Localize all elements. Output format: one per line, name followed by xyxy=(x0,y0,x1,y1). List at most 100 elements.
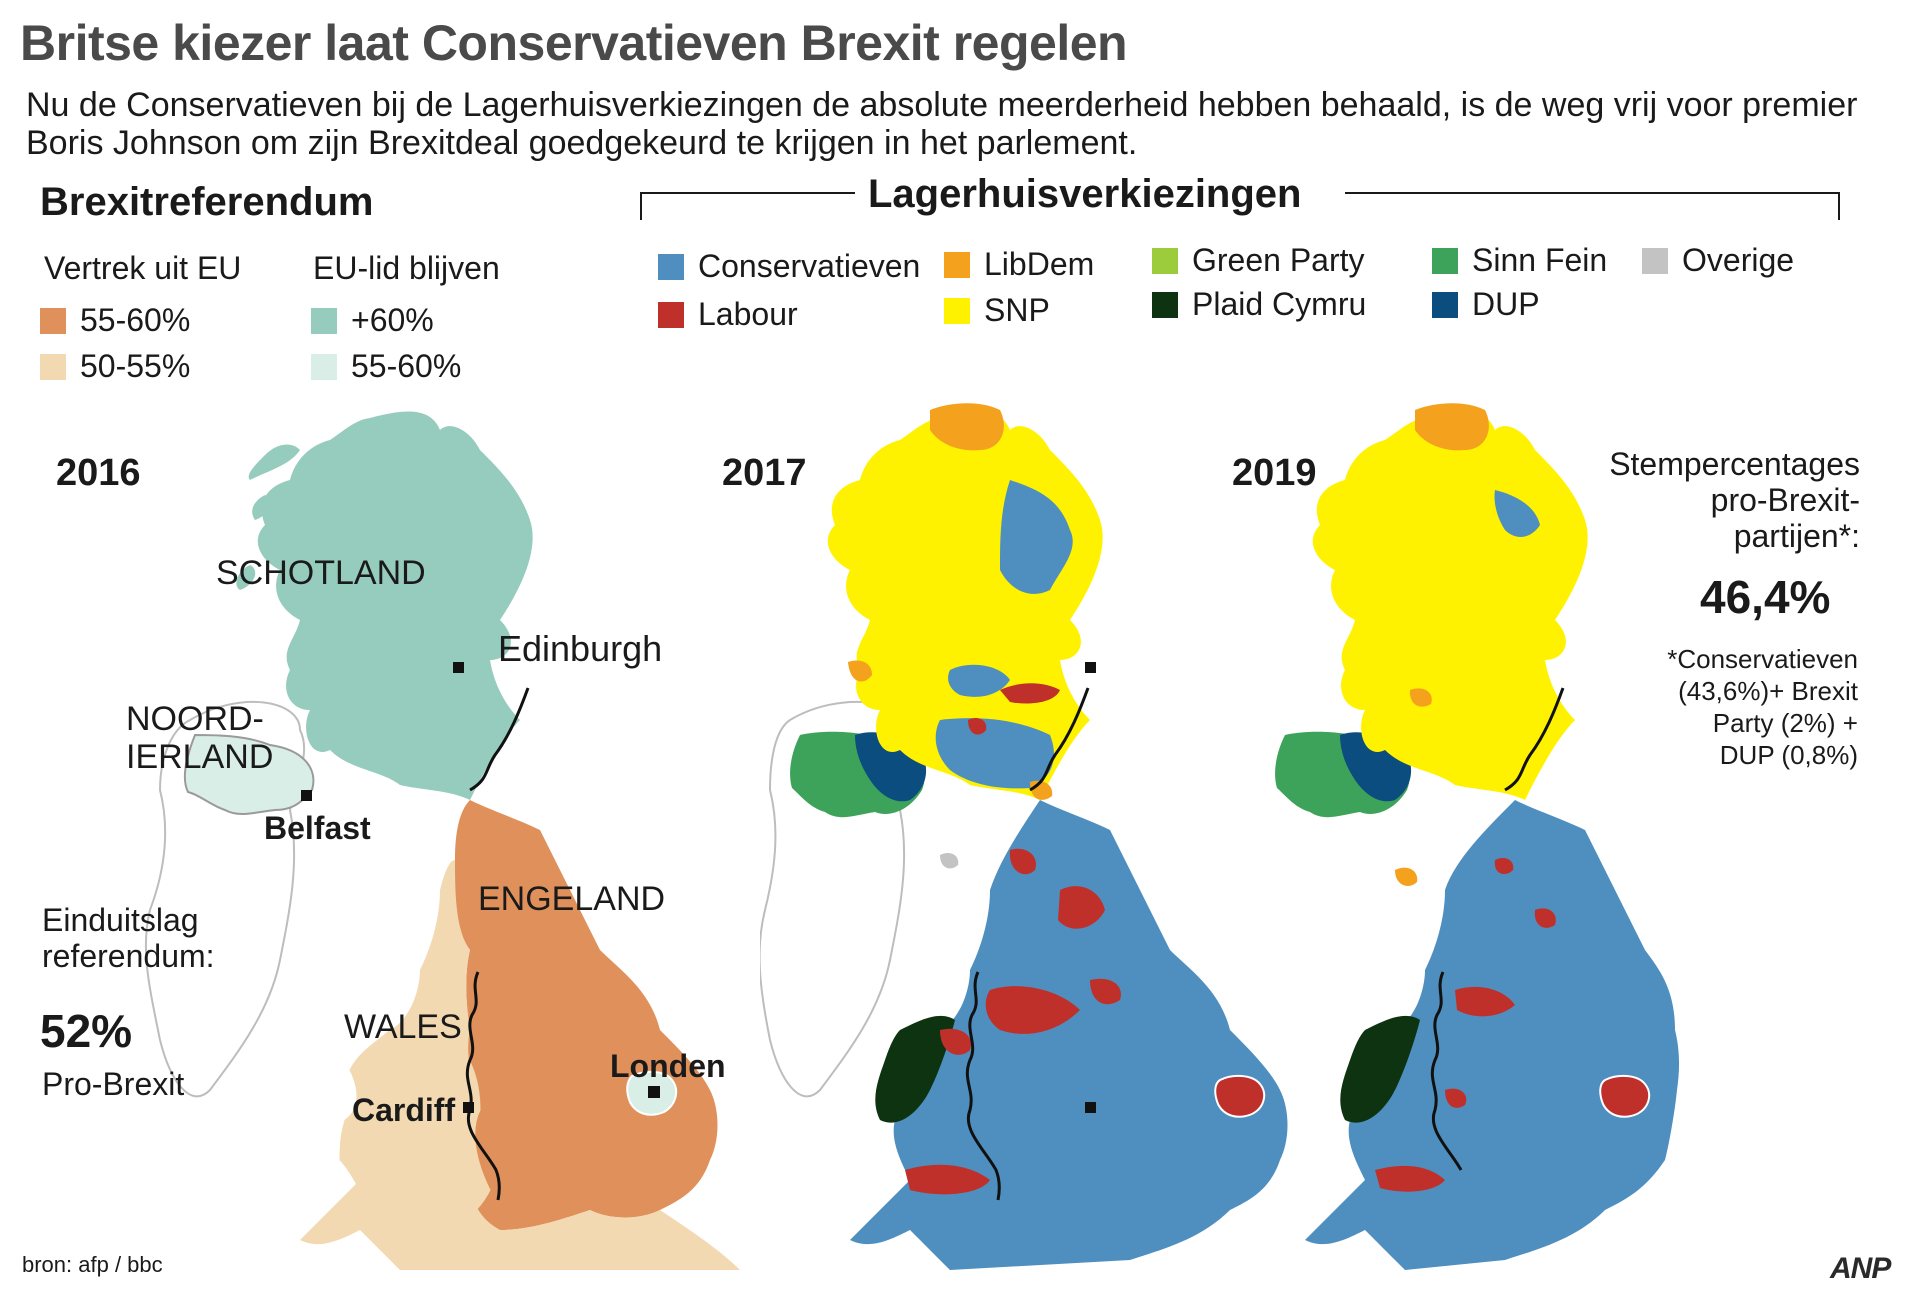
region-scotland-islands xyxy=(252,495,271,520)
anp-logo: ANP xyxy=(1830,1252,1891,1285)
region-scotland-lab xyxy=(1000,683,1060,704)
side-value: 46,4% xyxy=(1700,571,1831,623)
legend-party-plaid: Plaid Cymru xyxy=(1152,286,1366,323)
side-note-line2: (43,6%)+ Brexit xyxy=(1678,676,1858,706)
bracket-left-tick xyxy=(640,192,642,220)
label-ni-line1: NOORD- xyxy=(126,700,264,738)
legend-swatch xyxy=(311,353,337,380)
legend-swatch xyxy=(40,353,66,380)
legend-swatch xyxy=(1152,291,1178,318)
legend-label: Sinn Fein xyxy=(1472,242,1608,278)
intro-text: Nu de Conservatieven bij de Lagerhuisver… xyxy=(26,86,1858,162)
region-london xyxy=(1214,1074,1266,1118)
region-central-scotland-con xyxy=(948,664,1010,697)
city-marker-edinburgh xyxy=(1085,662,1096,673)
region-wales-lab xyxy=(905,1164,990,1195)
legend-remain-55-60: 55-60% xyxy=(311,348,461,385)
bracket-right-tick xyxy=(1838,192,1840,220)
year-2017: 2017 xyxy=(722,452,807,494)
remain-header: EU-lid blijven xyxy=(313,250,500,286)
side-note-line4: DUP (0,8%) xyxy=(1719,740,1858,770)
legend-label: LibDem xyxy=(984,246,1095,282)
bracket-right-line xyxy=(1345,192,1840,194)
legend-swatch xyxy=(658,301,684,328)
region-england-lab xyxy=(1009,848,1036,875)
label-cardiff: Cardiff xyxy=(352,1092,456,1128)
result-line1: Einduitslag xyxy=(42,902,199,938)
legend-label: Labour xyxy=(698,296,798,332)
border-scotland-england xyxy=(469,687,530,792)
source-credit: bron: afp / bbc xyxy=(22,1252,163,1277)
elections-heading: Lagerhuisverkiezingen xyxy=(868,172,1302,216)
legend-party-conservatieven: Conservatieven xyxy=(658,248,920,285)
region-england-con xyxy=(850,800,1288,1270)
map-2016-referendum xyxy=(144,411,740,1270)
legend-swatch xyxy=(1642,247,1668,274)
map-2019-election xyxy=(1275,403,1680,1270)
label-wales: WALES xyxy=(344,1008,462,1046)
legend-label: Green Party xyxy=(1192,242,1365,278)
region-england-lab xyxy=(1455,986,1515,1017)
legend-party-labour: Labour xyxy=(658,296,798,333)
region-scotland-lab xyxy=(968,718,987,735)
region-wales xyxy=(339,1025,491,1234)
year-2019: 2019 xyxy=(1232,452,1317,494)
map-2017-election xyxy=(760,403,1288,1270)
region-northern-ireland xyxy=(183,733,315,816)
legend-label: Conservatieven xyxy=(698,248,921,284)
region-england-libdem xyxy=(848,660,872,682)
label-scotland: SCHOTLAND xyxy=(216,554,426,592)
region-england-other xyxy=(940,853,959,869)
legend-swatch xyxy=(944,297,970,324)
page-title: Britse kiezer laat Conservatieven Brexit… xyxy=(20,15,1128,71)
region-scotland-libdem xyxy=(1409,688,1432,707)
label-belfast: Belfast xyxy=(264,810,371,846)
region-england-con xyxy=(1305,800,1680,1270)
leave-header: Vertrek uit EU xyxy=(44,250,242,286)
region-ne-scotland-con xyxy=(1494,490,1540,537)
region-scotland xyxy=(257,411,533,800)
region-scotland-islands xyxy=(248,444,300,480)
side-note-line3: Party (2%) + xyxy=(1712,708,1858,738)
region-scotland-islands xyxy=(236,565,256,590)
region-england-leave-55-60 xyxy=(453,800,718,1230)
legend-label: 55-60% xyxy=(351,348,462,384)
bracket-left-line xyxy=(640,192,855,194)
city-marker-london xyxy=(648,1086,660,1098)
side-line1: Stempercentages xyxy=(1609,446,1860,482)
legend-swatch xyxy=(658,253,684,280)
region-wales-lab xyxy=(1375,1165,1445,1192)
city-marker-edinburgh xyxy=(453,662,464,673)
region-wales-plaid xyxy=(1340,1015,1420,1123)
legend-remain-60-plus: +60% xyxy=(311,302,434,339)
border-scotland-england xyxy=(1029,687,1090,792)
region-england-libdem xyxy=(1395,867,1418,886)
legend-party-overige: Overige xyxy=(1642,242,1794,279)
legend-swatch xyxy=(40,307,66,334)
label-ni-line2: IERLAND xyxy=(126,738,274,776)
city-marker-cardiff xyxy=(463,1102,474,1113)
region-wales-plaid xyxy=(875,1015,955,1123)
region-london xyxy=(1599,1074,1651,1118)
legend-label: Plaid Cymru xyxy=(1192,286,1367,322)
legend-party-dup: DUP xyxy=(1432,286,1540,323)
region-highland-libdem xyxy=(930,403,1004,451)
legend-party-sinnfein: Sinn Fein xyxy=(1432,242,1607,279)
region-borders-con xyxy=(935,718,1054,789)
region-england-lab xyxy=(1058,886,1105,929)
border-scotland-england xyxy=(1504,687,1565,792)
region-highland-libdem xyxy=(1415,403,1489,451)
border-wales-england xyxy=(965,971,1001,1201)
legend-label: 50-55% xyxy=(80,348,191,384)
legend-leave-55-60: 55-60% xyxy=(40,302,190,339)
side-line2: pro-Brexit- xyxy=(1710,482,1860,518)
region-england-lab xyxy=(1090,978,1121,1005)
legend-swatch xyxy=(944,251,970,278)
year-2016: 2016 xyxy=(56,452,141,494)
label-england: ENGELAND xyxy=(478,880,666,918)
legend-swatch xyxy=(1152,247,1178,274)
border-wales-england xyxy=(465,971,501,1201)
legend-leave-50-55: 50-55% xyxy=(40,348,190,385)
legend-party-snp: SNP xyxy=(944,292,1050,329)
legend-label: DUP xyxy=(1472,286,1540,322)
